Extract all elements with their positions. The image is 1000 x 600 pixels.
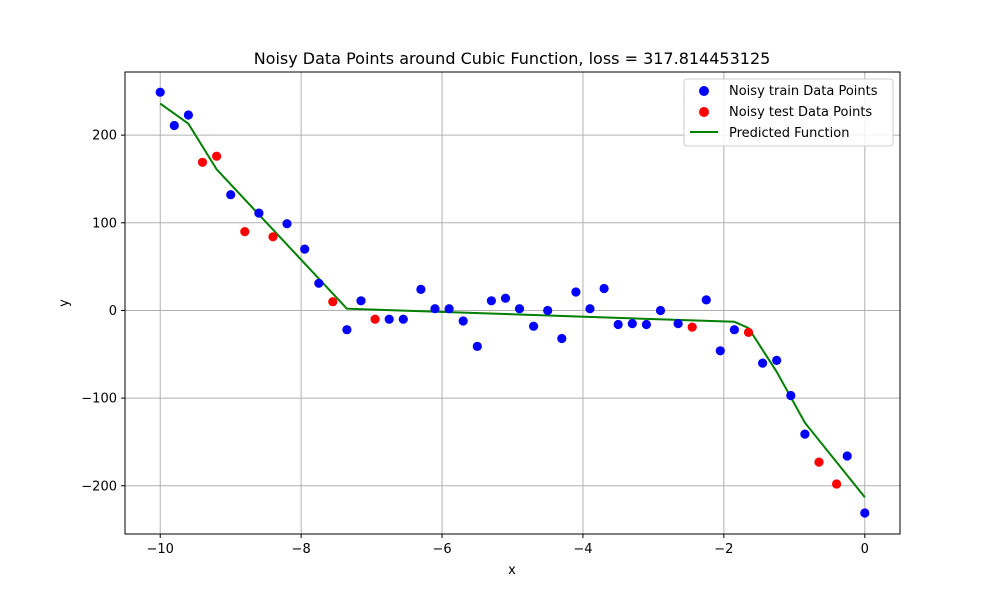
- test-data-point: [743, 327, 754, 337]
- train-data-point: [169, 120, 179, 131]
- train-data-point: [786, 390, 796, 401]
- chart-title: Noisy Data Points around Cubic Function,…: [254, 49, 771, 68]
- y-tick-label: −200: [81, 479, 117, 494]
- train-data-point: [715, 346, 725, 356]
- train-data-point: [585, 304, 595, 314]
- test-data-point: [814, 457, 824, 467]
- y-tick-label: 0: [109, 304, 117, 319]
- train-data-point: [729, 325, 740, 335]
- plot-area: [125, 72, 900, 534]
- y-tick-label: −100: [81, 392, 117, 407]
- test-data-point: [240, 227, 250, 237]
- point-layer: [155, 87, 870, 518]
- train-data-point: [514, 304, 525, 314]
- test-data-point: [687, 322, 697, 332]
- train-data-point: [342, 325, 352, 335]
- x-tick-label: −8: [292, 542, 311, 557]
- legend-label-train: Noisy train Data Points: [729, 84, 878, 99]
- plot-frame: [124, 71, 901, 535]
- train-data-point: [356, 296, 366, 306]
- train-data-point: [613, 319, 623, 330]
- legend-marker-train: [699, 86, 709, 96]
- train-data-point: [673, 319, 683, 329]
- train-data-point: [430, 304, 440, 314]
- test-data-point: [212, 151, 222, 161]
- train-data-point: [282, 219, 292, 229]
- train-data-point: [860, 508, 870, 518]
- x-tick-label: −4: [573, 542, 592, 557]
- train-data-point: [486, 296, 496, 306]
- y-axis-label: y: [57, 299, 72, 307]
- x-tick-label: −6: [432, 542, 451, 557]
- train-data-point: [701, 295, 711, 305]
- x-axis: −10 −8 −6 −4 −2 0: [147, 534, 869, 557]
- x-tick-label: −2: [714, 542, 733, 557]
- y-tick-label: 100: [92, 216, 117, 231]
- test-data-point: [328, 297, 338, 307]
- train-data-point: [254, 208, 264, 218]
- train-data-point: [571, 287, 581, 297]
- test-data-point: [370, 314, 380, 324]
- train-data-point: [557, 333, 567, 344]
- train-data-point: [655, 305, 666, 316]
- legend-box: [683, 78, 894, 147]
- legend-label-test: Noisy test Data Points: [729, 105, 872, 120]
- y-tick-label: 200: [92, 129, 117, 144]
- legend-marker-test: [699, 107, 709, 117]
- test-data-point: [197, 157, 208, 167]
- legend: Noisy train Data Points Noisy test Data …: [683, 78, 894, 147]
- train-data-point: [772, 355, 782, 365]
- train-data-point: [416, 284, 426, 294]
- train-data-point: [800, 429, 810, 439]
- train-data-point: [627, 319, 637, 329]
- train-data-point: [155, 87, 165, 97]
- train-data-point: [300, 244, 310, 254]
- train-data-point: [472, 341, 482, 351]
- train-data-point: [384, 314, 394, 324]
- train-data-point: [314, 278, 324, 288]
- train-data-point: [226, 190, 236, 200]
- train-data-point: [599, 283, 609, 294]
- x-axis-label: x: [508, 563, 516, 578]
- train-data-point: [543, 305, 553, 316]
- train-data-point: [641, 319, 652, 330]
- train-data-point: [458, 316, 468, 326]
- test-data-point: [268, 232, 278, 242]
- legend-label-predicted: Predicted Function: [729, 126, 849, 141]
- train-data-point: [398, 314, 408, 324]
- train-data-point: [842, 451, 852, 461]
- train-data-point: [444, 304, 454, 314]
- train-data-point: [758, 358, 768, 368]
- x-tick-label: −10: [147, 542, 174, 557]
- y-axis: −200 −100 0 100 200: [81, 129, 125, 494]
- x-tick-label: 0: [861, 542, 869, 557]
- train-data-point: [183, 110, 193, 120]
- train-data-point: [500, 293, 511, 303]
- test-data-point: [832, 479, 842, 489]
- train-data-point: [529, 321, 539, 331]
- grid: [125, 72, 900, 534]
